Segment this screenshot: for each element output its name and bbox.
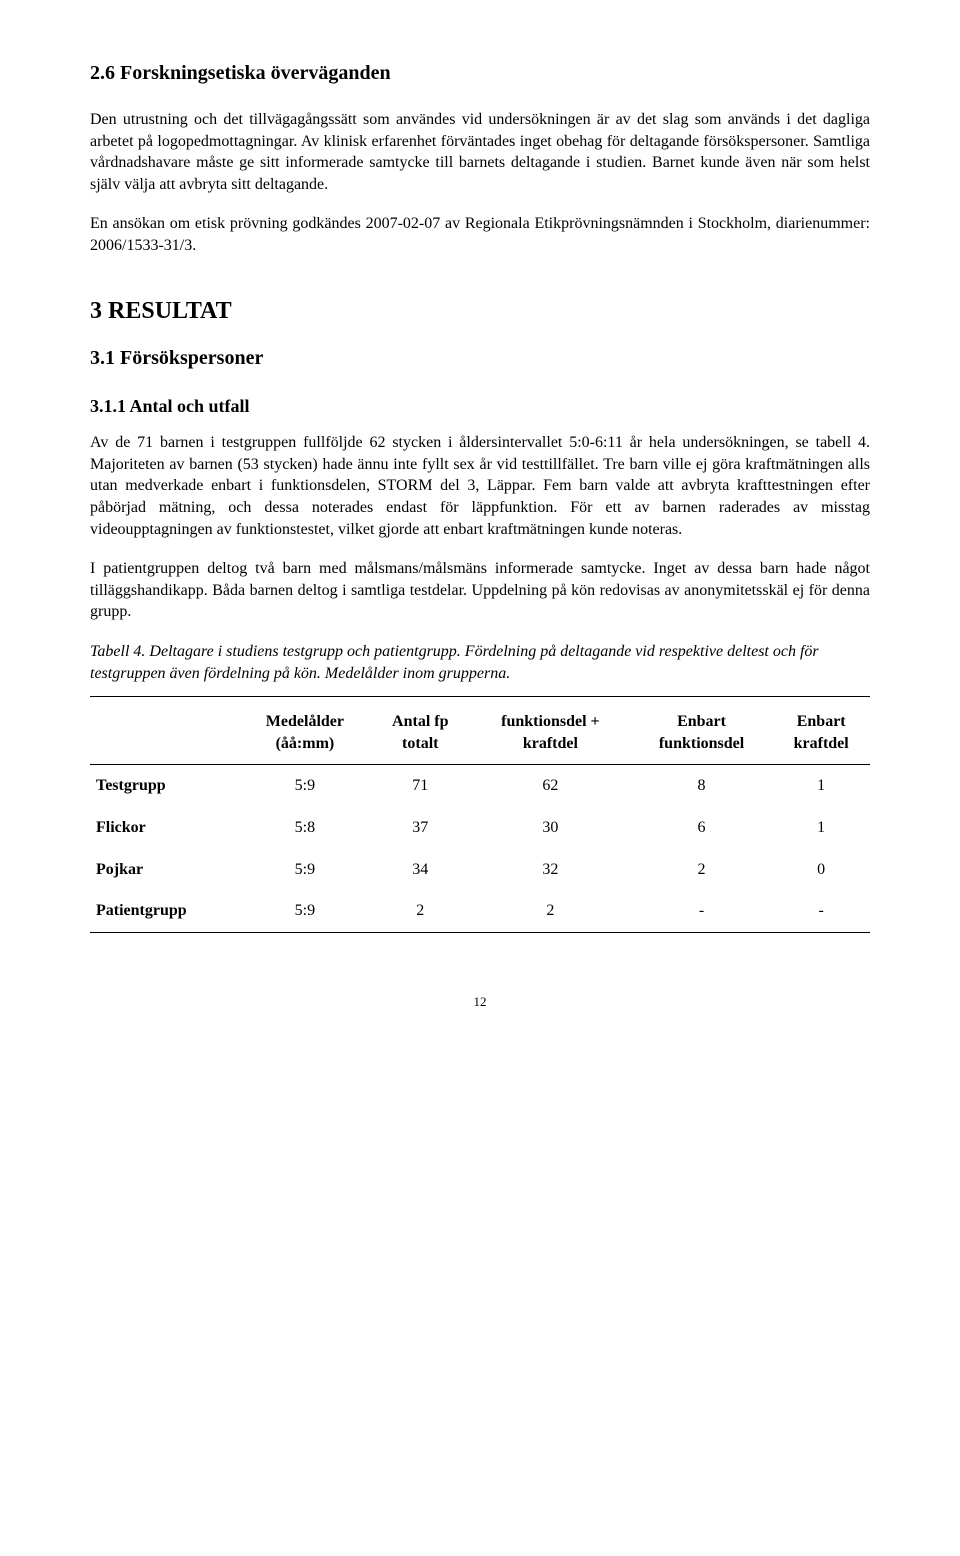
table-row: Patientgrupp 5:9 2 2 - - <box>90 890 870 932</box>
table-cell: 2 <box>470 890 631 932</box>
table-cell: 1 <box>772 807 870 849</box>
table-header-col5: Enbart kraftdel <box>772 697 870 765</box>
table-header-col1: Medelålder (åå:mm) <box>239 697 370 765</box>
table-cell: - <box>631 890 773 932</box>
table-cell: 62 <box>470 765 631 807</box>
table-cell: 6 <box>631 807 773 849</box>
table-cell: 5:8 <box>239 807 370 849</box>
table-4-caption: Tabell 4. Deltagare i studiens testgrupp… <box>90 641 870 684</box>
table-cell: 2 <box>631 849 773 891</box>
heading-3-1-1: 3.1.1 Antal och utfall <box>90 394 870 418</box>
heading-2-6: 2.6 Forskningsetiska överväganden <box>90 60 870 87</box>
heading-3: 3 RESULTAT <box>90 295 870 327</box>
table-cell: 1 <box>772 765 870 807</box>
table-row: Flickor 5:8 37 30 6 1 <box>90 807 870 849</box>
table-cell: 0 <box>772 849 870 891</box>
table-cell: 30 <box>470 807 631 849</box>
paragraph-26-2: En ansökan om etisk prövning godkändes 2… <box>90 213 870 256</box>
row-label: Flickor <box>90 807 239 849</box>
heading-3-1: 3.1 Försökspersoner <box>90 345 870 372</box>
table-header-col2: Antal fp totalt <box>371 697 471 765</box>
row-label: Testgrupp <box>90 765 239 807</box>
table-cell: 71 <box>371 765 471 807</box>
table-row: Pojkar 5:9 34 32 2 0 <box>90 849 870 891</box>
paragraph-26-1: Den utrustning och det tillvägagångssätt… <box>90 109 870 195</box>
table-row: Testgrupp 5:9 71 62 8 1 <box>90 765 870 807</box>
table-cell: 5:9 <box>239 765 370 807</box>
table-cell: 8 <box>631 765 773 807</box>
page-number: 12 <box>90 993 870 1011</box>
table-cell: 2 <box>371 890 471 932</box>
table-cell: 37 <box>371 807 471 849</box>
table-cell: 32 <box>470 849 631 891</box>
table-header-blank <box>90 697 239 765</box>
row-label: Patientgrupp <box>90 890 239 932</box>
table-header-col3: funktionsdel + kraftdel <box>470 697 631 765</box>
table-cell: - <box>772 890 870 932</box>
table-cell: 5:9 <box>239 890 370 932</box>
paragraph-311-2: I patientgruppen deltog två barn med mål… <box>90 558 870 623</box>
table-4: Medelålder (åå:mm) Antal fp totalt funkt… <box>90 696 870 933</box>
row-label: Pojkar <box>90 849 239 891</box>
table-cell: 34 <box>371 849 471 891</box>
table-header-col4: Enbart funktionsdel <box>631 697 773 765</box>
paragraph-311-1: Av de 71 barnen i testgruppen fullföljde… <box>90 432 870 540</box>
table-cell: 5:9 <box>239 849 370 891</box>
